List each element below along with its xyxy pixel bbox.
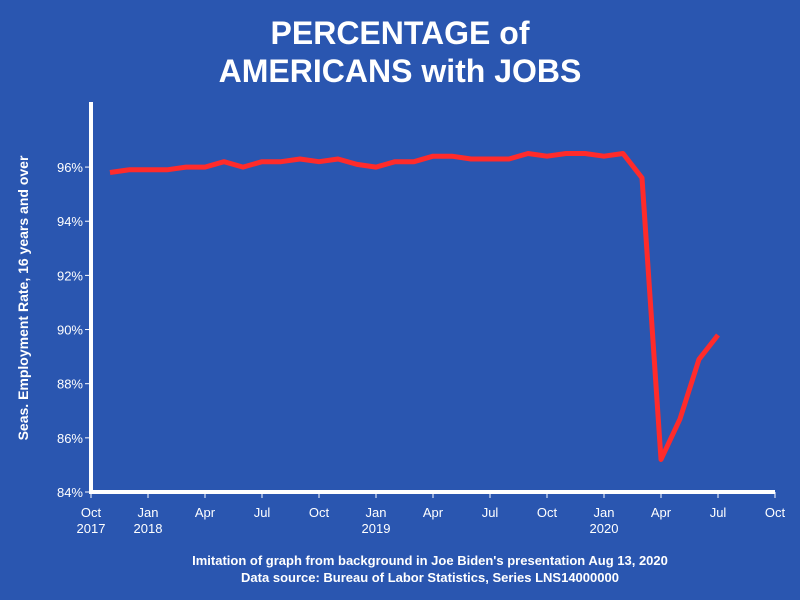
y-tick-label: 94% [57,214,83,229]
employment-rate-line [109,151,720,462]
chart-series [109,151,720,462]
x-tick-label: Apr [195,505,216,520]
x-tick-label: Jul [254,505,271,520]
y-tick-label: 92% [57,268,83,283]
y-tick-label: 84% [57,485,83,500]
y-axis-label: Seas. Employment Rate, 16 years and over [15,155,31,440]
x-tick-label: Oct [309,505,330,520]
x-tick-label: Apr [423,505,444,520]
y-tick-label: 88% [57,377,83,392]
x-tick-label: 2019 [362,521,391,536]
x-tick-label: Jan [594,505,615,520]
x-tick-label: Jul [710,505,727,520]
x-tick-label: 2018 [134,521,163,536]
x-tick-label: Oct [81,505,102,520]
y-tick-label: 86% [57,431,83,446]
chart-title-line-2: AMERICANS with JOBS [218,53,582,89]
caption-line-1: Imitation of graph from background in Jo… [192,553,668,568]
y-axis-ticks: 84% 86% 88% 90% 92% 94% 96% [57,160,91,500]
x-tick-label: Apr [651,505,672,520]
x-tick-label: Jan [366,505,387,520]
x-tick-label: 2017 [77,521,106,536]
x-tick-label: Jul [482,505,499,520]
y-tick-label: 90% [57,323,83,338]
caption-line-2: Data source: Bureau of Labor Statistics,… [241,570,619,585]
chart-title: PERCENTAGE of AMERICANS with JOBS [0,14,800,90]
x-tick-label: Oct [765,505,786,520]
x-tick-label: 2020 [590,521,619,536]
chart-title-line-1: PERCENTAGE of [270,15,530,51]
y-tick-label: 96% [57,160,83,175]
chart-caption: Imitation of graph from background in Jo… [0,552,800,586]
x-tick-label: Oct [537,505,558,520]
x-tick-label: Jan [138,505,159,520]
